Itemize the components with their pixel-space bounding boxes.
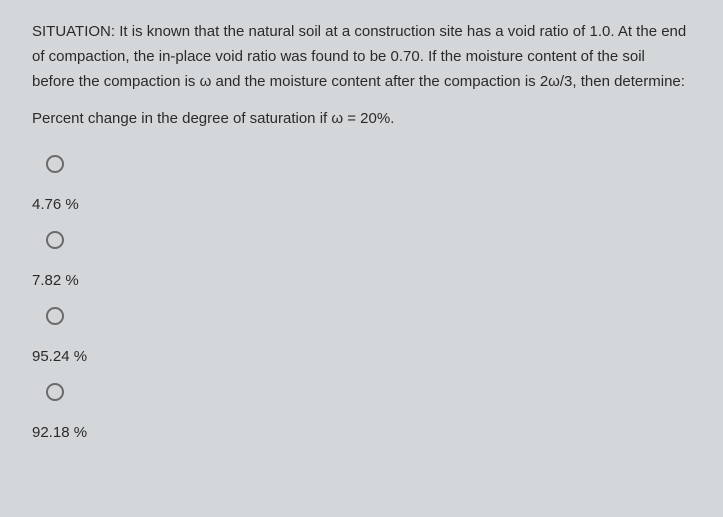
radio-circle-icon [46, 307, 64, 325]
radio-circle-icon [46, 383, 64, 401]
option-label-4: 92.18 % [32, 424, 691, 441]
option-group: 4.76 % 7.82 % 95.24 % 92.18 % [32, 155, 691, 459]
option-label-1: 4.76 % [32, 196, 691, 213]
situation-text: It is known that the natural soil at a c… [32, 23, 686, 90]
radio-option-2[interactable] [46, 231, 691, 254]
situation-label: SITUATION: [32, 23, 115, 40]
radio-circle-icon [46, 231, 64, 249]
option-label-2: 7.82 % [32, 272, 691, 289]
radio-option-3[interactable] [46, 307, 691, 330]
situation-block: SITUATION: It is known that the natural … [32, 20, 691, 94]
radio-option-4[interactable] [46, 383, 691, 406]
question-text: Percent change in the degree of saturati… [32, 108, 691, 131]
radio-option-1[interactable] [46, 155, 691, 178]
radio-circle-icon [46, 155, 64, 173]
option-label-3: 95.24 % [32, 348, 691, 365]
